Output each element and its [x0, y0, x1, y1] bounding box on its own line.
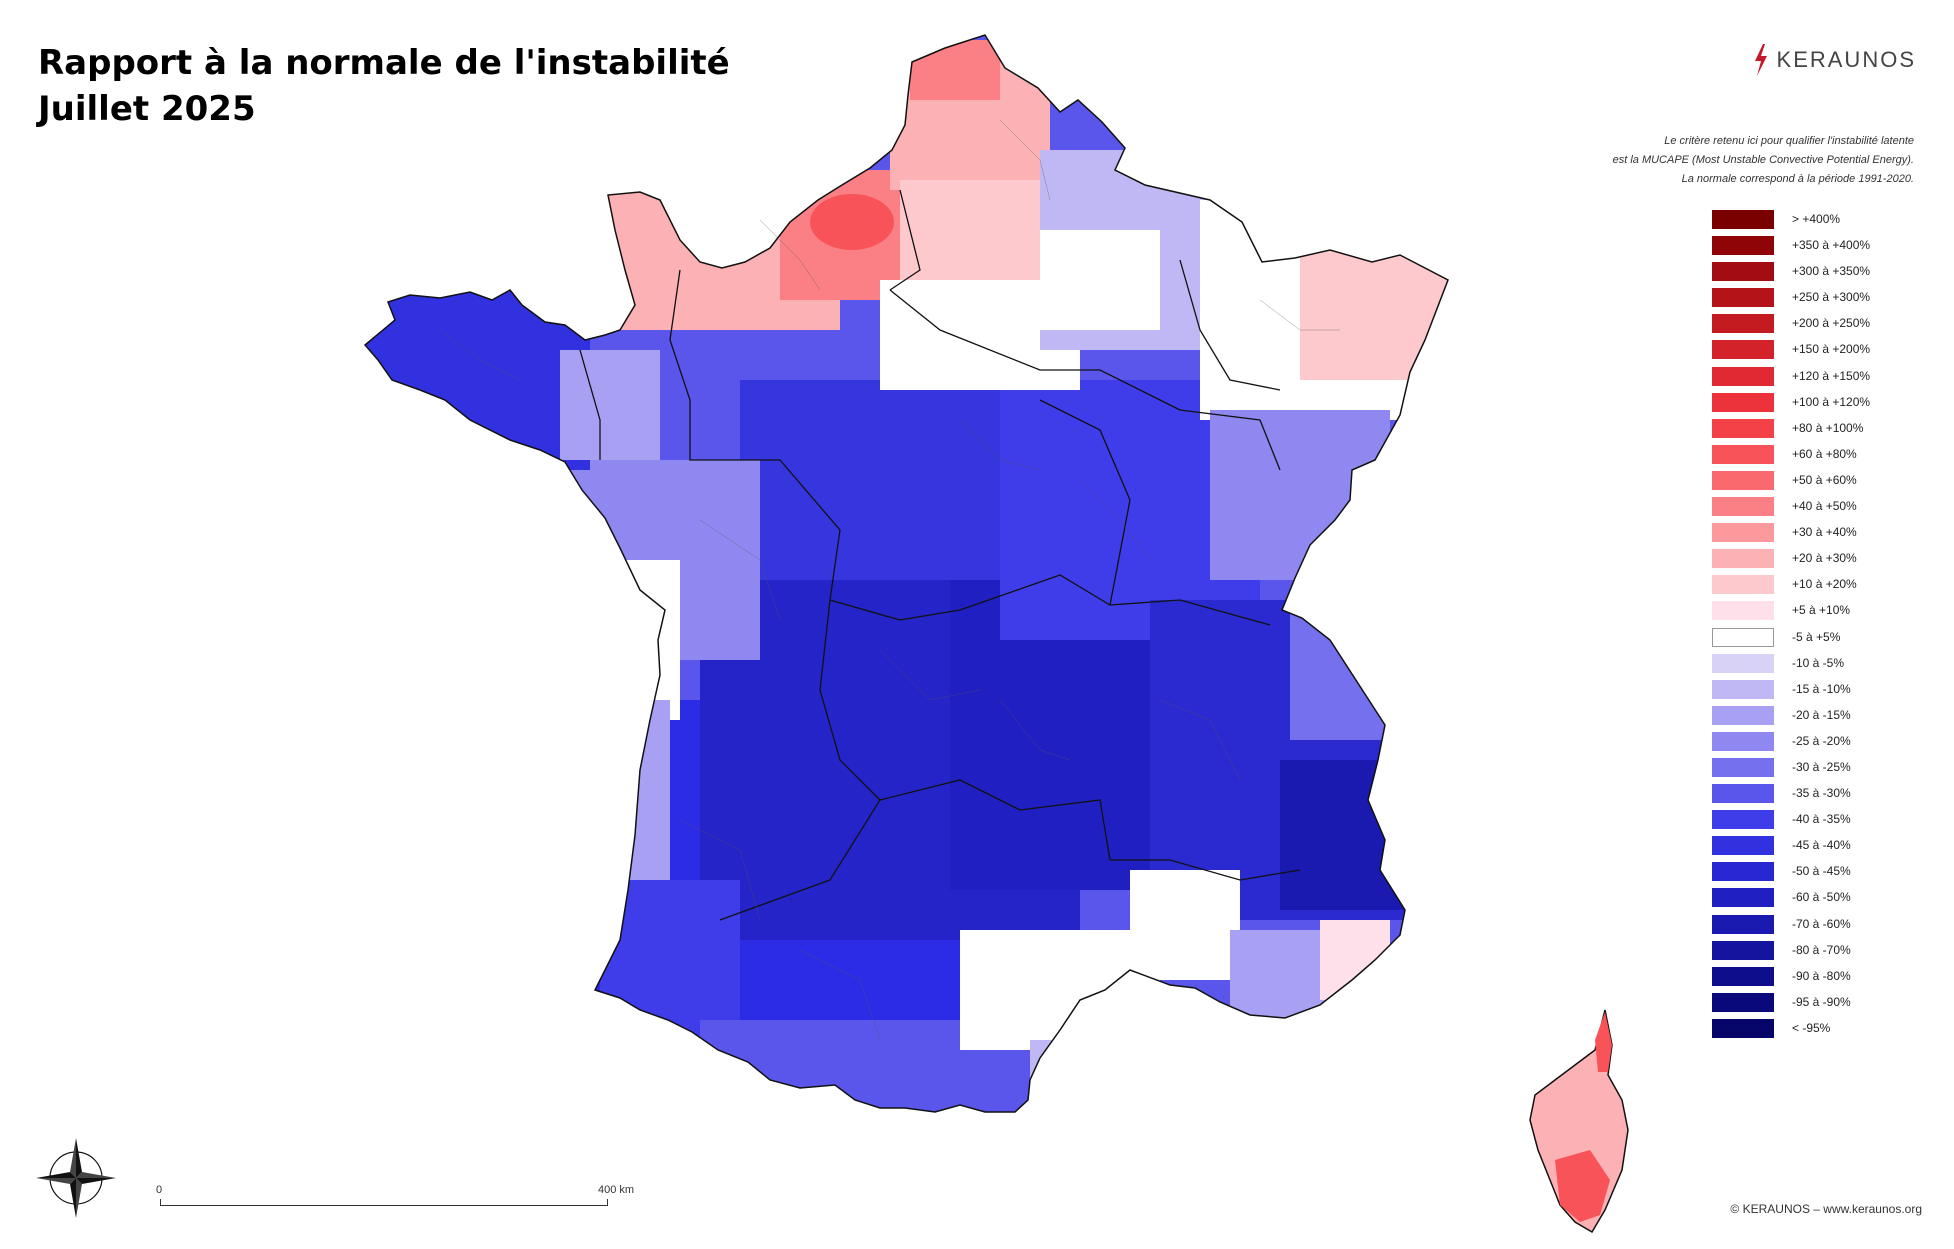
legend-label: +10 à +20% [1792, 577, 1857, 592]
region-franche-comte [1210, 410, 1390, 580]
legend-swatch [1712, 627, 1774, 647]
region-boundaries [579, 189, 1301, 921]
note-line-3: La normale correspond à la période 1991-… [1681, 173, 1914, 185]
legend-swatch [1712, 784, 1774, 804]
title-line-1: Rapport à la normale de l'instabilité [38, 43, 730, 83]
region-brittany [365, 280, 590, 470]
region-cap-corse [1595, 1012, 1612, 1072]
legend-swatch [1712, 653, 1774, 673]
legend-swatch [1712, 731, 1774, 751]
logo-text: KERAUNOS [1776, 47, 1916, 72]
legend-swatch [1712, 288, 1774, 308]
legend-label: +300 à +350% [1792, 264, 1871, 279]
region-south-corsica [1555, 1150, 1610, 1222]
legend-label: -30 à -25% [1792, 759, 1851, 774]
legend-swatch [1712, 940, 1774, 960]
region-ille-et-vilaine [560, 350, 660, 460]
region-roussillon [1030, 1040, 1110, 1110]
copyright: © KERAUNOS – www.keraunos.org [1730, 1202, 1922, 1216]
legend-swatch [1712, 470, 1774, 490]
legend-label: +250 à +300% [1792, 290, 1871, 305]
legend-label: -90 à -80% [1792, 968, 1851, 983]
lightning-bolt-icon [1754, 44, 1767, 76]
legend-label: > +400% [1792, 212, 1841, 226]
legend-label: +80 à +100% [1792, 420, 1864, 435]
legend-label: +5 à +10% [1792, 603, 1851, 618]
legend-swatch [1712, 1018, 1774, 1038]
legend-swatch [1712, 314, 1774, 334]
legend-swatch [1712, 575, 1774, 595]
legend-swatch [1712, 888, 1774, 908]
region-vendee [560, 560, 680, 720]
legend-label: < -95% [1792, 1020, 1831, 1035]
legend-swatch [1712, 392, 1774, 412]
region-charente [610, 700, 670, 900]
region-centre [740, 380, 1040, 580]
method-note: Le critère retenu ici pour qualifier l'i… [1354, 132, 1914, 189]
map-title: Rapport à la normale de l'instabilité Ju… [38, 40, 730, 132]
scale-start-label: 0 [156, 1184, 163, 1196]
legend-label: -95 à -90% [1792, 994, 1851, 1009]
legend-swatch [1712, 444, 1774, 464]
legend-swatch [1712, 497, 1774, 517]
legend-swatch [1712, 914, 1774, 934]
legend-swatch [1712, 862, 1774, 882]
legend-label: -20 à -15% [1792, 707, 1851, 722]
legend-label: +150 à +200% [1792, 342, 1871, 357]
legend-label: -60 à -50% [1792, 890, 1851, 905]
region-bouches-du-rhone [1130, 870, 1240, 980]
legend-swatch [1712, 679, 1774, 699]
legend-label: -40 à -35% [1792, 812, 1851, 827]
legend-swatch [1712, 236, 1774, 256]
legend-label: -80 à -70% [1792, 942, 1851, 957]
legend-swatch [1712, 210, 1774, 229]
legend-label: +40 à +50% [1792, 499, 1857, 514]
legend-swatch [1712, 757, 1774, 777]
legend-label: +120 à +150% [1792, 368, 1871, 383]
france-outline [363, 34, 1449, 1113]
legend-label: -15 à -10% [1792, 681, 1851, 696]
compass-rose-icon [36, 1138, 116, 1218]
keraunos-logo: KERAUNOS [1753, 44, 1916, 76]
legend-label: -10 à -5% [1792, 655, 1845, 670]
legend-label: +200 à +250% [1792, 316, 1871, 331]
legend-label: +20 à +30% [1792, 551, 1857, 566]
region-caux [810, 194, 894, 250]
legend-swatch [1712, 549, 1774, 569]
legend-swatch [1712, 262, 1774, 282]
scale-bar [160, 1199, 608, 1206]
legend-label: +350 à +400% [1792, 238, 1871, 253]
region-landes [600, 880, 740, 1110]
legend-swatch [1712, 418, 1774, 438]
region-pas-de-calais [910, 40, 1000, 100]
legend-swatch [1712, 836, 1774, 856]
legend-swatch [1712, 810, 1774, 830]
legend-swatch [1712, 992, 1774, 1012]
legend-label: -5 à +5% [1792, 629, 1841, 644]
title-line-2: Juillet 2025 [38, 89, 256, 129]
legend-label: -50 à -45% [1792, 864, 1851, 879]
region-alpes-maritimes [1320, 920, 1390, 1000]
legend-swatch [1712, 340, 1774, 360]
legend-label: -35 à -30% [1792, 786, 1851, 801]
legend-label: -70 à -60% [1792, 916, 1851, 931]
region-alps [1280, 760, 1420, 910]
legend-label: +100 à +120% [1792, 394, 1871, 409]
legend-swatch [1712, 523, 1774, 543]
note-line-2: est la MUCAPE (Most Unstable Convective … [1612, 154, 1914, 166]
legend-swatch [1712, 705, 1774, 725]
legend-label: -25 à -20% [1792, 733, 1851, 748]
legend-swatch [1712, 966, 1774, 986]
legend-label: +30 à +40% [1792, 525, 1857, 540]
region-marne [1040, 230, 1160, 330]
legend-label: -45 à -40% [1792, 838, 1851, 853]
scale-end-label: 400 km [598, 1184, 635, 1196]
legend-swatch [1712, 601, 1774, 621]
note-line-1: Le critère retenu ici pour qualifier l'i… [1664, 135, 1914, 147]
department-boundaries [439, 119, 1340, 1041]
legend-label: +50 à +60% [1792, 472, 1857, 487]
legend-swatch [1712, 366, 1774, 386]
legend-label: +60 à +80% [1792, 446, 1857, 461]
